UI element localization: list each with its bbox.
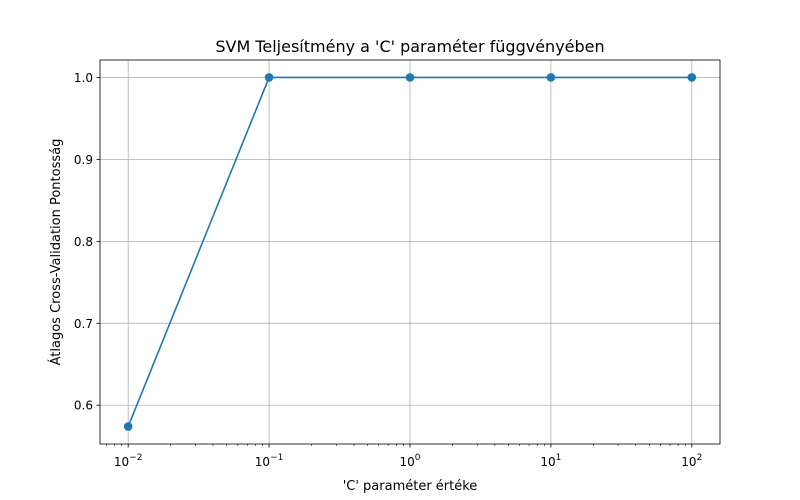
y-axis-label: Átlagos Cross-Validation Pontosság (48, 139, 64, 366)
x-tick-label: 10−1 (255, 453, 284, 469)
y-tick-label: 0.6 (74, 399, 93, 413)
x-tick-label: 102 (681, 453, 702, 469)
data-point (546, 73, 556, 82)
y-tick-label: 0.9 (74, 153, 93, 167)
x-tick-label: 101 (540, 453, 561, 469)
series-layer (123, 73, 697, 431)
x-axis-label: 'C' paraméter értéke (343, 479, 478, 494)
data-point (123, 422, 133, 431)
y-tick-label: 0.7 (74, 317, 93, 331)
data-point (687, 73, 697, 82)
y-tick-label: 1.0 (74, 71, 93, 85)
data-point (405, 73, 415, 82)
x-tick-label: 100 (399, 453, 420, 469)
data-point (264, 73, 274, 82)
chart-title: SVM Teljesítmény a 'C' paraméter függvén… (215, 37, 604, 56)
grid (100, 60, 720, 444)
x-tick-label: 10−2 (114, 453, 143, 469)
ticks: 0.6 0.7 0.8 0.9 1.0 10−2 10−1 100 101 102 (74, 71, 702, 469)
y-tick-label: 0.8 (74, 235, 93, 249)
